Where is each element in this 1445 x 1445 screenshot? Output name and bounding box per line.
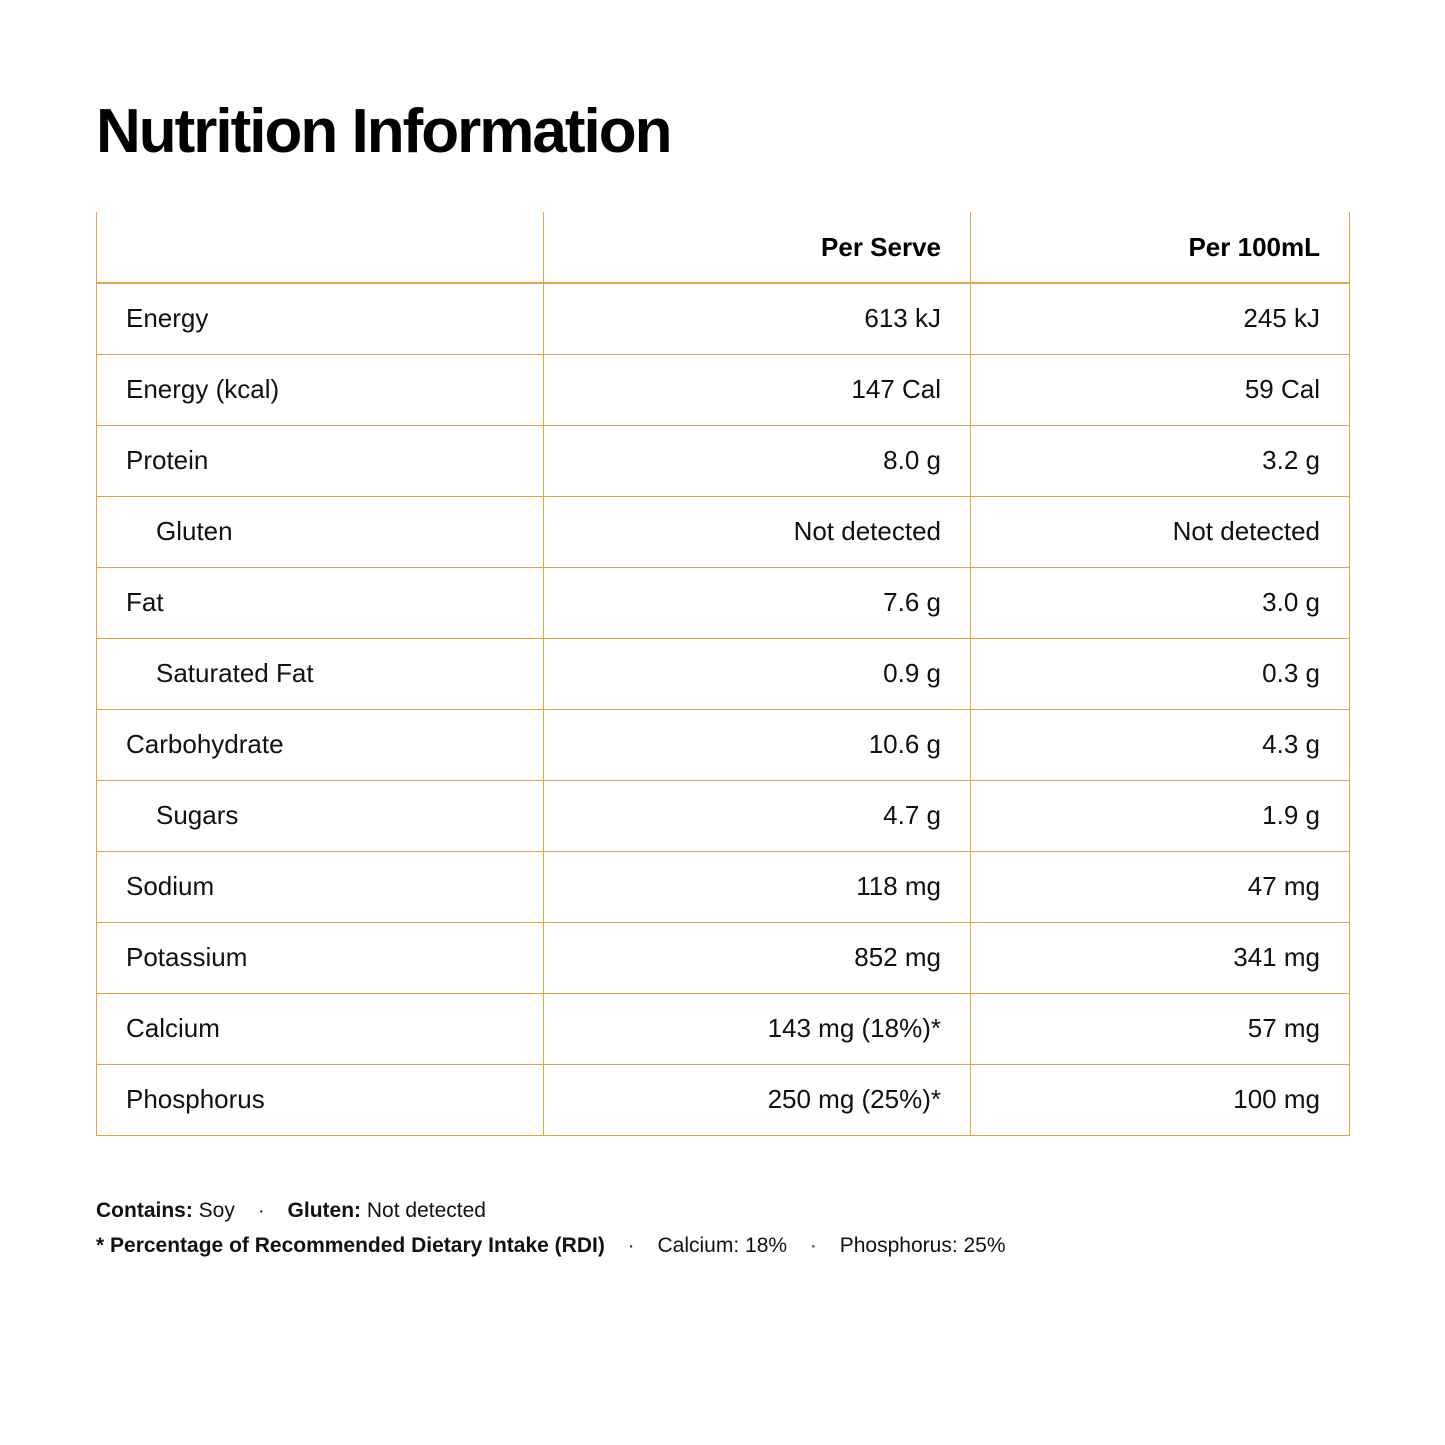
per-100ml-value: 1.9 g — [970, 780, 1350, 852]
per-100ml-value: 341 mg — [970, 922, 1350, 994]
per-serve-value: 8.0 g — [543, 425, 971, 497]
nutrient-name: Energy — [96, 283, 544, 355]
nutrient-name: Phosphorus — [96, 1064, 544, 1136]
per-serve-value: 10.6 g — [543, 709, 971, 781]
nutrient-name: Sugars — [96, 780, 544, 852]
per-100ml-value: 245 kJ — [970, 283, 1350, 355]
page-title: Nutrition Information — [96, 97, 672, 166]
header-per-serve: Per Serve — [543, 212, 971, 284]
per-100ml-value: 3.2 g — [970, 425, 1350, 497]
table-row: Saturated Fat 0.9 g 0.3 g — [96, 638, 1350, 710]
per-serve-value: 0.9 g — [543, 638, 971, 710]
table-row: Energy (kcal) 147 Cal 59 Cal — [96, 354, 1350, 426]
nutrient-name: Calcium — [96, 993, 544, 1065]
table-header-row: Per Serve Per 100mL — [96, 212, 1350, 284]
per-serve-value: 613 kJ — [543, 283, 971, 355]
per-serve-value: Not detected — [543, 496, 971, 568]
nutrient-name: Carbohydrate — [96, 709, 544, 781]
per-100ml-value: 4.3 g — [970, 709, 1350, 781]
per-100ml-value: 57 mg — [970, 993, 1350, 1065]
table-row: Sodium 118 mg 47 mg — [96, 851, 1350, 923]
nutrient-name: Sodium — [96, 851, 544, 923]
header-per-100ml: Per 100mL — [970, 212, 1350, 284]
table-row: Phosphorus 250 mg (25%)* 100 mg — [96, 1064, 1350, 1136]
nutrient-name: Fat — [96, 567, 544, 639]
nutrient-name: Potassium — [96, 922, 544, 994]
per-serve-value: 143 mg (18%)* — [543, 993, 971, 1065]
per-100ml-value: 59 Cal — [970, 354, 1350, 426]
table-row: Protein 8.0 g 3.2 g — [96, 425, 1350, 497]
table-row: Carbohydrate 10.6 g 4.3 g — [96, 709, 1350, 781]
separator: · — [809, 1234, 817, 1257]
allergen-line: Contains: Soy · Gluten: Not detected — [96, 1193, 1006, 1228]
separator: · — [257, 1199, 265, 1222]
contains-label: Contains: — [96, 1199, 193, 1222]
nutrition-table: Per Serve Per 100mL Energy 613 kJ 245 kJ… — [96, 212, 1350, 1136]
per-100ml-value: Not detected — [970, 496, 1350, 568]
per-100ml-value: 47 mg — [970, 851, 1350, 923]
table-row: Calcium 143 mg (18%)* 57 mg — [96, 993, 1350, 1065]
per-serve-value: 852 mg — [543, 922, 971, 994]
table-row: Potassium 852 mg 341 mg — [96, 922, 1350, 994]
table-row: Gluten Not detected Not detected — [96, 496, 1350, 568]
per-serve-value: 147 Cal — [543, 354, 971, 426]
per-serve-value: 118 mg — [543, 851, 971, 923]
per-serve-value: 7.6 g — [543, 567, 971, 639]
per-100ml-value: 100 mg — [970, 1064, 1350, 1136]
calcium-rdi: Calcium: 18% — [657, 1234, 788, 1257]
table-row: Fat 7.6 g 3.0 g — [96, 567, 1350, 639]
phosphorus-rdi: Phosphorus: 25% — [839, 1234, 1006, 1257]
nutrient-name: Gluten — [96, 496, 544, 568]
per-100ml-value: 0.3 g — [970, 638, 1350, 710]
footnotes: Contains: Soy · Gluten: Not detected * P… — [96, 1193, 1006, 1263]
table-row: Energy 613 kJ 245 kJ — [96, 283, 1350, 355]
rdi-label: * Percentage of Recommended Dietary Inta… — [96, 1234, 605, 1257]
contains-value: Soy — [198, 1199, 235, 1222]
nutrient-name: Saturated Fat — [96, 638, 544, 710]
header-nutrient — [96, 212, 544, 284]
per-100ml-value: 3.0 g — [970, 567, 1350, 639]
gluten-value: Not detected — [366, 1199, 486, 1222]
nutrient-name: Energy (kcal) — [96, 354, 544, 426]
gluten-label: Gluten: — [287, 1199, 362, 1222]
separator: · — [627, 1234, 635, 1257]
per-serve-value: 4.7 g — [543, 780, 971, 852]
per-serve-value: 250 mg (25%)* — [543, 1064, 971, 1136]
nutrient-name: Protein — [96, 425, 544, 497]
rdi-line: * Percentage of Recommended Dietary Inta… — [96, 1228, 1006, 1263]
table-row: Sugars 4.7 g 1.9 g — [96, 780, 1350, 852]
